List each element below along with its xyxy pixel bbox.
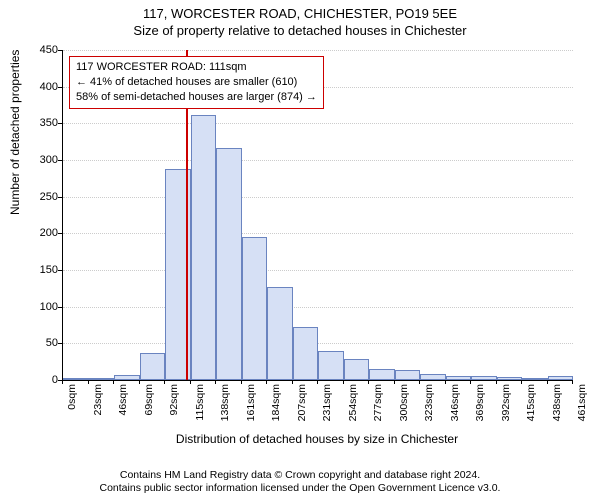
x-tick-mark bbox=[292, 380, 293, 384]
chart-subtitle: Size of property relative to detached ho… bbox=[0, 21, 600, 38]
x-tick-mark bbox=[241, 380, 242, 384]
gridline bbox=[63, 50, 573, 51]
histogram-bar bbox=[293, 327, 319, 380]
histogram-bar bbox=[522, 378, 548, 380]
histogram-bar bbox=[242, 237, 268, 380]
histogram-bar bbox=[369, 369, 395, 380]
histogram-bar bbox=[191, 115, 217, 380]
histogram-bar bbox=[318, 351, 344, 380]
x-tick-mark bbox=[266, 380, 267, 384]
footer-line-2: Contains public sector information licen… bbox=[0, 482, 600, 496]
y-tick-label: 300 bbox=[22, 154, 58, 166]
x-tick-mark bbox=[215, 380, 216, 384]
x-tick-mark bbox=[470, 380, 471, 384]
histogram-bar bbox=[63, 378, 89, 380]
x-tick-mark bbox=[343, 380, 344, 384]
gridline bbox=[63, 307, 573, 308]
y-tick-label: 100 bbox=[22, 301, 58, 313]
x-tick-mark bbox=[394, 380, 395, 384]
x-axis-label: Distribution of detached houses by size … bbox=[62, 432, 572, 446]
x-tick-mark bbox=[88, 380, 89, 384]
x-tick-mark bbox=[368, 380, 369, 384]
gridline bbox=[63, 343, 573, 344]
y-tick-label: 0 bbox=[22, 374, 58, 386]
annotation-box: 117 WORCESTER ROAD: 111sqm ← 41% of deta… bbox=[69, 56, 324, 109]
histogram-bar bbox=[420, 374, 446, 380]
x-tick-mark bbox=[521, 380, 522, 384]
histogram-bar bbox=[471, 376, 497, 380]
y-tick-label: 400 bbox=[22, 81, 58, 93]
gridline bbox=[63, 233, 573, 234]
y-tick-label: 350 bbox=[22, 117, 58, 129]
footer-line-1: Contains HM Land Registry data © Crown c… bbox=[0, 469, 600, 483]
x-tick-mark bbox=[445, 380, 446, 384]
annotation-line-2: ← 41% of detached houses are smaller (61… bbox=[76, 75, 317, 90]
x-tick-mark bbox=[572, 380, 573, 384]
histogram-bar bbox=[548, 376, 574, 380]
gridline bbox=[63, 270, 573, 271]
footer-text: Contains HM Land Registry data © Crown c… bbox=[0, 469, 600, 496]
histogram-bar bbox=[395, 370, 421, 380]
y-tick-label: 450 bbox=[22, 44, 58, 56]
annotation-line-3: 58% of semi-detached houses are larger (… bbox=[76, 90, 317, 105]
chart-title: 117, WORCESTER ROAD, CHICHESTER, PO19 5E… bbox=[0, 0, 600, 21]
histogram-bar bbox=[497, 377, 523, 380]
histogram-bar bbox=[446, 376, 472, 380]
histogram-bar bbox=[267, 287, 293, 380]
x-tick-mark bbox=[496, 380, 497, 384]
x-tick-mark bbox=[62, 380, 63, 384]
chart-container: 117, WORCESTER ROAD, CHICHESTER, PO19 5E… bbox=[0, 0, 600, 500]
annotation-line-1: 117 WORCESTER ROAD: 111sqm bbox=[76, 60, 317, 75]
histogram-bar bbox=[89, 378, 115, 380]
x-tick-mark bbox=[139, 380, 140, 384]
y-tick-label: 150 bbox=[22, 264, 58, 276]
y-tick-label: 200 bbox=[22, 227, 58, 239]
histogram-bar bbox=[216, 148, 242, 380]
x-tick-mark bbox=[419, 380, 420, 384]
histogram-bar bbox=[344, 359, 370, 380]
y-axis-label: Number of detached properties bbox=[8, 50, 22, 215]
x-tick-mark bbox=[164, 380, 165, 384]
gridline bbox=[63, 197, 573, 198]
y-tick-label: 50 bbox=[22, 337, 58, 349]
gridline bbox=[63, 160, 573, 161]
x-tick-mark bbox=[547, 380, 548, 384]
histogram-bar bbox=[140, 353, 166, 380]
gridline bbox=[63, 123, 573, 124]
histogram-bar bbox=[114, 375, 140, 380]
x-tick-mark bbox=[317, 380, 318, 384]
x-tick-mark bbox=[190, 380, 191, 384]
x-tick-mark bbox=[113, 380, 114, 384]
plot-area: 117 WORCESTER ROAD: 111sqm ← 41% of deta… bbox=[62, 50, 573, 381]
y-tick-label: 250 bbox=[22, 191, 58, 203]
